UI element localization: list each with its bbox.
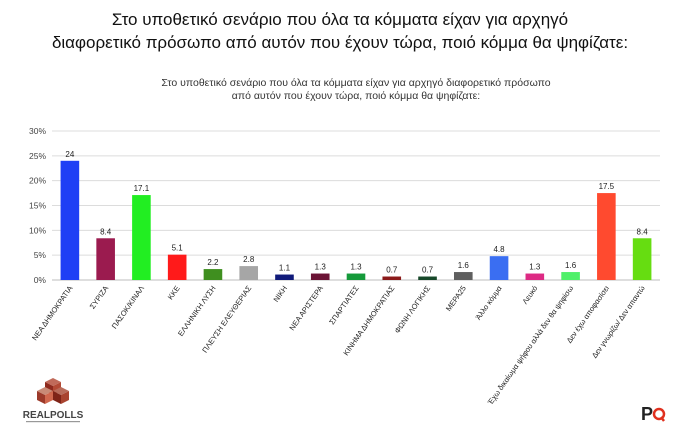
x-tick-label: Άλλο κόμμα xyxy=(474,283,504,321)
headline: Στο υποθετικό σενάριο που όλα τα κόμματα… xyxy=(0,8,680,54)
bar xyxy=(597,193,616,280)
headline-line-2: διαφορετικό πρόσωπο από αυτόν που έχουν … xyxy=(51,33,629,52)
y-tick-label: 30% xyxy=(29,126,46,136)
value-label: 1.3 xyxy=(529,263,541,272)
bar xyxy=(561,272,580,280)
y-tick-label: 10% xyxy=(29,225,46,235)
chart-title-line-1: Στο υποθετικό σενάριο που όλα τα κόμματα… xyxy=(161,77,550,89)
bar xyxy=(167,254,187,280)
bar xyxy=(275,274,294,280)
value-label: 1.3 xyxy=(315,263,327,272)
x-tick-label: ΕΛΛΗΝΙΚΗ ΛΥΣΗ xyxy=(176,284,218,338)
bar xyxy=(346,273,366,280)
x-tick-label: ΝΕΑ ΔΗΜΟΚΡΑΤΙΑ xyxy=(30,284,75,342)
value-label: 5.1 xyxy=(172,244,184,253)
y-tick-label: 15% xyxy=(29,201,46,211)
bar xyxy=(632,238,652,280)
x-tick-label: ΝΕΑ ΑΡΙΣΤΕΡΑ xyxy=(287,284,324,332)
headline-line-1: Στο υποθετικό σενάριο που όλα τα κόμματα… xyxy=(111,10,569,29)
value-label: 2.2 xyxy=(207,258,219,267)
value-label: 17.1 xyxy=(134,184,150,193)
x-tick-label: Έχω δικαίωμα ψήφου αλλά δεν θα ψηφίσω xyxy=(485,284,575,407)
x-tick-label: ΜΕΡΑ25 xyxy=(444,284,468,313)
bar xyxy=(132,195,151,280)
bar xyxy=(239,266,259,280)
bar xyxy=(382,276,402,280)
value-label: 8.4 xyxy=(637,227,649,236)
value-label: 24 xyxy=(65,150,74,159)
chart-title: Στο υποθετικό σενάριο που όλα τα κόμματα… xyxy=(161,77,550,102)
x-tick-label: ΝΙΚΗ xyxy=(271,284,289,304)
value-label: 0.7 xyxy=(422,266,434,275)
pollfish-logo: P xyxy=(641,404,666,424)
y-axis: 0% 5% 10% 15% 20% 25% 30% xyxy=(29,126,46,285)
value-label: 4.8 xyxy=(493,245,505,254)
x-tick-label: Λευκό xyxy=(520,284,539,306)
realpolls-logo: REALPOLLS xyxy=(23,378,84,423)
value-label: 1.6 xyxy=(565,261,577,270)
bar xyxy=(525,273,545,280)
y-tick-label: 20% xyxy=(29,176,46,186)
y-tick-label: 25% xyxy=(29,151,46,161)
value-label: 1.6 xyxy=(458,261,470,270)
x-tick-label: ΚΚΕ xyxy=(166,284,182,301)
grid-lines xyxy=(52,130,660,281)
x-tick-label: ΠΑΣΟΚ/ΚΙΝΑΛ xyxy=(110,284,146,331)
bar xyxy=(453,272,473,280)
value-label: 8.4 xyxy=(100,227,112,236)
bars xyxy=(60,160,652,280)
bar xyxy=(489,256,509,280)
value-label: 17.5 xyxy=(599,182,615,191)
bar xyxy=(418,276,437,280)
chart-title-line-2: από αυτόν που έχουν τώρα, ποιό κόμμα θα … xyxy=(232,90,480,102)
y-tick-label: 5% xyxy=(34,250,47,260)
value-labels: 24 8.4 17.1 5.1 2.2 2.8 1.1 1.3 1.3 0.7 0.7 1.6 4.8 1… xyxy=(65,150,648,275)
y-tick-label: 0% xyxy=(34,275,47,285)
value-label: 1.1 xyxy=(279,264,291,273)
bar xyxy=(203,269,223,280)
pollfish-logo-text: P xyxy=(641,404,653,424)
bar xyxy=(96,238,115,280)
value-label: 1.3 xyxy=(350,263,362,272)
x-tick-label: ΣΠΑΡΤΙΑΤΕΣ xyxy=(327,284,361,327)
x-tick-label: ΣΥΡΙΖΑ xyxy=(88,284,110,311)
bar xyxy=(310,273,330,280)
x-tick-label: ΦΩΝΗ ΛΟΓΙΚΗΣ xyxy=(393,284,433,335)
realpolls-logo-text: REALPOLLS xyxy=(23,410,84,421)
bar xyxy=(60,160,80,280)
value-label: 0.7 xyxy=(386,266,398,275)
x-axis-labels: ΝΕΑ ΔΗΜΟΚΡΑΤΙΑ ΣΥΡΙΖΑ ΠΑΣΟΚ/ΚΙΝΑΛ ΚΚΕΕΛΛΗΝΙ… xyxy=(30,283,647,407)
value-label: 2.8 xyxy=(243,255,255,264)
cubes-icon xyxy=(37,378,69,404)
